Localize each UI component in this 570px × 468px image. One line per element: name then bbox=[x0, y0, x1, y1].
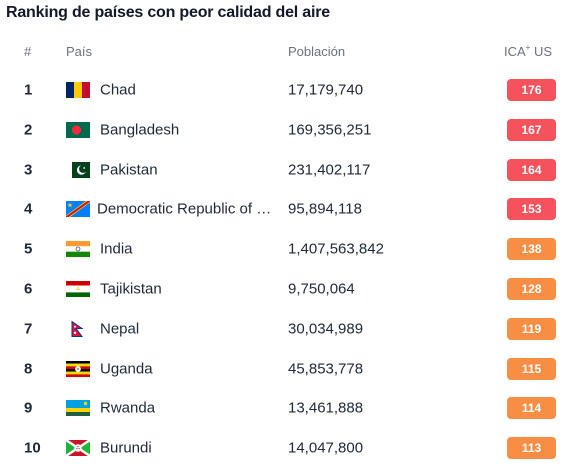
population-value: 95,894,118 bbox=[288, 200, 362, 218]
rank-number: 5 bbox=[24, 240, 33, 258]
table-row[interactable]: 9 Rwanda 13,461,888 114 bbox=[0, 388, 570, 428]
pakistan-flag-icon bbox=[66, 161, 90, 178]
uganda-flag-icon bbox=[66, 360, 90, 377]
country-name[interactable]: Democratic Republic of the Congo bbox=[97, 200, 275, 218]
table-row[interactable]: 1 Chad 17,179,740 176 bbox=[0, 70, 570, 110]
table-row[interactable]: 5 India 1,407,563,842 138 bbox=[0, 229, 570, 269]
population-value: 17,179,740 bbox=[288, 81, 364, 99]
country-name[interactable]: Bangladesh bbox=[100, 121, 180, 139]
rank-number: 3 bbox=[24, 161, 33, 179]
country-name[interactable]: Chad bbox=[100, 81, 136, 99]
aqi-badge: 176 bbox=[507, 79, 556, 101]
table-row[interactable]: 6 Tajikistan 9,750,064 128 bbox=[0, 269, 570, 309]
country-name[interactable]: Rwanda bbox=[100, 399, 156, 417]
bangladesh-flag-icon bbox=[66, 121, 90, 138]
country-name[interactable]: Pakistan bbox=[100, 161, 158, 179]
population-value: 45,853,778 bbox=[288, 360, 364, 378]
population-value: 9,750,064 bbox=[288, 280, 355, 298]
aqi-badge: 119 bbox=[507, 317, 556, 340]
population-value: 231,402,117 bbox=[288, 161, 371, 179]
table-row[interactable]: 10 Burundi 14,047,800 113 bbox=[0, 428, 570, 468]
aqi-badge: 138 bbox=[507, 238, 556, 261]
column-header-aqi: ICA+ US bbox=[504, 43, 553, 59]
rank-number: 7 bbox=[24, 320, 33, 338]
aqi-badge: 128 bbox=[507, 278, 556, 300]
column-header-rank: # bbox=[24, 44, 32, 59]
aqi-label: ICA bbox=[504, 44, 526, 59]
rank-number: 4 bbox=[24, 200, 33, 218]
country-name[interactable]: Tajikistan bbox=[100, 280, 162, 298]
table-row[interactable]: 8 Uganda 45,853,778 115 bbox=[0, 349, 570, 389]
tajikistan-flag-icon bbox=[66, 281, 90, 297]
india-flag-icon bbox=[66, 241, 90, 258]
population-value: 14,047,800 bbox=[288, 439, 364, 457]
aqi-badge: 167 bbox=[507, 118, 556, 141]
country-name[interactable]: India bbox=[100, 240, 133, 258]
table-row[interactable]: 4 Democratic Republic of the Congo 95,894,… bbox=[0, 189, 570, 229]
rank-number: 10 bbox=[24, 439, 41, 457]
country-name[interactable]: Nepal bbox=[100, 320, 140, 338]
nepal-flag-icon bbox=[66, 320, 90, 337]
population-value: 30,034,989 bbox=[288, 320, 364, 338]
population-value: 13,461,888 bbox=[288, 399, 364, 417]
table-header: # País Población ICA+ US bbox=[0, 43, 570, 62]
rank-number: 6 bbox=[24, 280, 33, 298]
table-row[interactable]: 2 Bangladesh 169,356,251 167 bbox=[0, 110, 570, 150]
aqi-badge: 115 bbox=[507, 357, 556, 380]
chad-flag-icon bbox=[66, 82, 90, 98]
aqi-badge: 164 bbox=[507, 158, 556, 181]
country-name[interactable]: Burundi bbox=[100, 439, 152, 457]
aqi-superscript: + bbox=[525, 43, 531, 52]
aqi-badge: 153 bbox=[507, 198, 556, 221]
aqi-badge: 114 bbox=[507, 397, 556, 420]
country-name[interactable]: Uganda bbox=[100, 360, 153, 378]
rank-number: 9 bbox=[24, 399, 33, 417]
rwanda-flag-icon bbox=[66, 400, 90, 417]
rank-number: 1 bbox=[24, 81, 33, 99]
rank-number: 8 bbox=[24, 360, 33, 378]
page-title: Ranking de países con peor calidad del a… bbox=[6, 4, 330, 21]
column-header-population: Población bbox=[288, 44, 346, 59]
population-value: 169,356,251 bbox=[288, 121, 372, 139]
aqi-suffix: US bbox=[530, 44, 553, 59]
population-value: 1,407,563,842 bbox=[288, 240, 384, 258]
table-row[interactable]: 3 Pakistan 231,402,117 164 bbox=[0, 150, 570, 190]
dr-congo-flag-icon bbox=[66, 201, 90, 218]
burundi-flag-icon bbox=[66, 440, 90, 457]
table-row[interactable]: 7 Nepal 30,034,989 119 bbox=[0, 309, 570, 349]
column-header-country: País bbox=[66, 44, 93, 59]
rank-number: 2 bbox=[24, 121, 33, 139]
aqi-badge: 113 bbox=[507, 437, 556, 460]
